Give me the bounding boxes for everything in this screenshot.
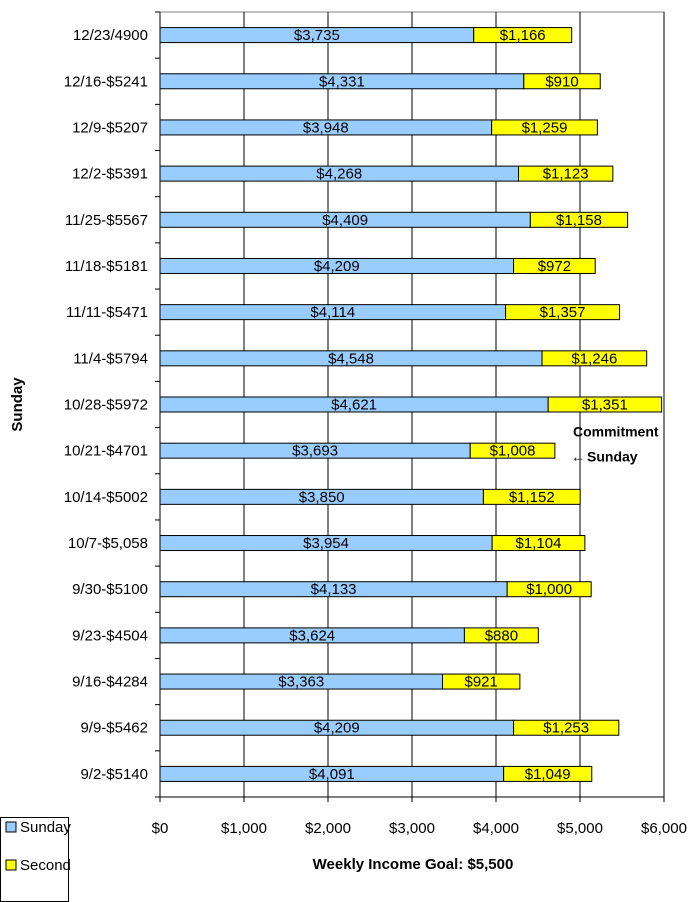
data-label: $4,133 xyxy=(311,581,357,598)
bar-segment-second xyxy=(473,27,573,44)
x-tick-label: $6,000 xyxy=(641,820,687,837)
data-label: $3,735 xyxy=(294,27,340,44)
bar-segment-second xyxy=(523,73,601,90)
data-label: $972 xyxy=(538,258,571,275)
data-label: $921 xyxy=(464,674,497,691)
category-label: 11/18-$5181 xyxy=(65,258,148,275)
category-label: 9/2-$5140 xyxy=(80,766,148,783)
data-label: $1,351 xyxy=(582,397,628,414)
category-label: 10/28-$5972 xyxy=(64,397,148,414)
category-label: 9/23-$4504 xyxy=(72,627,148,644)
legend: Sunday Second xyxy=(0,817,71,902)
bar-segment-second xyxy=(518,165,614,182)
data-label: $3,363 xyxy=(278,674,324,691)
data-label: $1,152 xyxy=(509,489,555,506)
data-label: $4,621 xyxy=(331,397,377,414)
axes xyxy=(155,11,665,802)
category-label: 10/14-$5002 xyxy=(64,489,148,506)
bar-segment-second xyxy=(503,765,593,782)
category-label: 9/30-$5100 xyxy=(72,581,148,598)
data-label: $880 xyxy=(485,627,518,644)
x-tick-labels: $0 $1,000 $2,000 $3,000 $4,000 $5,000 $6,000 xyxy=(152,820,687,837)
legend-label-sunday: Sunday xyxy=(20,819,71,836)
bar-segment-second xyxy=(463,627,539,644)
category-label: 12/2-$5391 xyxy=(72,166,148,183)
data-label: $3,624 xyxy=(289,627,335,644)
annotation-line1: Commitment xyxy=(573,424,659,440)
data-label: $1,000 xyxy=(526,581,572,598)
data-label: $4,114 xyxy=(310,304,355,321)
bar-segment-second xyxy=(491,119,598,136)
x-tick-label: $1,000 xyxy=(221,820,267,837)
data-label: $4,209 xyxy=(314,258,360,275)
bar-segment-second xyxy=(547,396,663,413)
category-label: 11/25-$5567 xyxy=(65,212,148,229)
category-labels: 12/23/4900 12/16-$5241 12/9-$5207 12/2-$539… xyxy=(64,27,148,783)
data-label: $4,209 xyxy=(314,720,360,737)
data-label: $1,357 xyxy=(540,304,586,321)
bar-segment-second xyxy=(513,719,620,736)
x-tick-label: $5,000 xyxy=(557,820,603,837)
x-axis-title: Weekly Income Goal: $5,500 xyxy=(313,856,514,873)
bar-segment-second xyxy=(506,581,592,598)
legend-swatch-sunday xyxy=(5,821,17,833)
bar-segment-second xyxy=(491,535,586,552)
annotation-line2: Sunday xyxy=(587,449,638,465)
legend-swatch-second xyxy=(5,859,17,871)
category-label: 9/9-$5462 xyxy=(80,720,148,737)
commitment-annotation: Commitment ← Sunday xyxy=(571,424,659,465)
data-label: $1,246 xyxy=(571,350,617,367)
bar-segment-second xyxy=(541,350,648,367)
data-label: $1,123 xyxy=(543,166,589,183)
x-tick-label: $3,000 xyxy=(389,820,435,837)
data-label: $3,954 xyxy=(303,535,349,552)
bar-segment-second xyxy=(441,673,521,690)
x-tick-label: $0 xyxy=(152,820,169,837)
data-label: $4,548 xyxy=(328,350,374,367)
bar-segment-second xyxy=(482,488,581,505)
category-label: 11/11-$5471 xyxy=(66,304,148,321)
category-label: 12/9-$5207 xyxy=(72,119,148,136)
bar-segment-second xyxy=(513,257,596,274)
data-label: $1,253 xyxy=(543,720,589,737)
category-label: 10/7-$5,058 xyxy=(68,535,148,552)
category-label: 11/4-$5794 xyxy=(73,350,148,367)
x-tick-label: $4,000 xyxy=(473,820,519,837)
data-label: $4,091 xyxy=(309,766,355,783)
data-label: $1,049 xyxy=(525,766,571,783)
annotation-arrow: ← xyxy=(571,449,585,465)
category-label: 9/16-$4284 xyxy=(72,674,148,691)
bar-segment-second xyxy=(469,442,556,459)
category-label: 10/21-$4701 xyxy=(64,443,148,460)
data-label: $1,008 xyxy=(490,443,536,460)
data-label: $4,409 xyxy=(322,212,368,229)
data-label: $1,104 xyxy=(516,535,562,552)
data-label: $1,259 xyxy=(522,119,568,136)
category-label: 12/16-$5241 xyxy=(64,73,148,90)
data-label: $3,693 xyxy=(292,443,338,460)
data-label: $1,166 xyxy=(500,27,546,44)
category-label: 12/23/4900 xyxy=(73,27,148,44)
x-tick-label: $2,000 xyxy=(305,820,351,837)
data-label: $4,268 xyxy=(316,166,362,183)
data-label: $910 xyxy=(545,73,578,90)
data-label: $1,158 xyxy=(556,212,602,229)
data-label: $4,331 xyxy=(319,73,365,90)
data-label: $3,948 xyxy=(303,119,349,136)
data-label: $3,850 xyxy=(299,489,345,506)
bar-segment-second xyxy=(505,304,621,321)
legend-label-second: Second xyxy=(20,857,71,874)
y-axis-title: Sunday xyxy=(9,377,26,432)
bar-segment-second xyxy=(529,211,629,228)
bars: $3,735 $1,166 $4,331 $910 $3,948 $1,259 $4,268… xyxy=(159,27,663,783)
